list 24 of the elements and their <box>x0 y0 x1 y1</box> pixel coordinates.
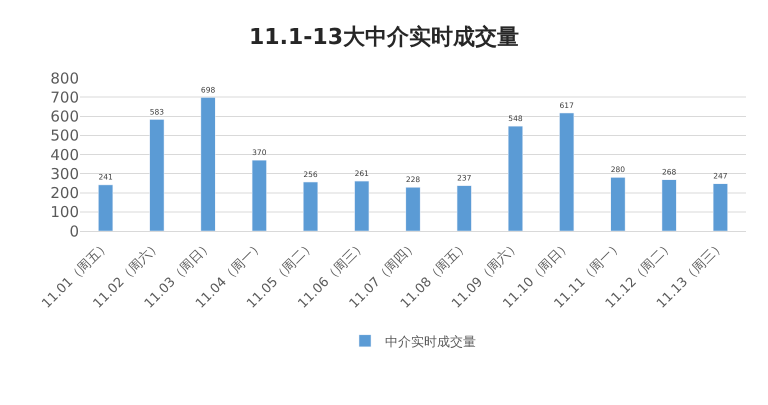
y-tick-label: 100 <box>50 203 79 222</box>
bar <box>200 97 216 231</box>
bar <box>559 112 574 231</box>
bar <box>406 187 420 231</box>
bar <box>662 180 677 231</box>
bar <box>354 180 370 231</box>
bar <box>149 119 164 231</box>
y-tick-label: 700 <box>50 88 79 106</box>
y-tick-label: 200 <box>50 184 79 202</box>
bar <box>456 185 472 231</box>
y-tick-label: 0 <box>69 222 79 240</box>
bar <box>252 160 267 231</box>
bar <box>712 184 728 231</box>
bar <box>98 184 114 231</box>
bar <box>508 126 523 231</box>
bar <box>610 177 626 231</box>
bar <box>303 182 318 231</box>
y-tick-label: 500 <box>50 126 79 145</box>
y-tick-label: 800 <box>50 69 79 88</box>
y-tick-label: 300 <box>50 164 79 183</box>
y-tick-label: 600 <box>50 108 79 126</box>
y-tick-label: 400 <box>50 146 79 164</box>
legend-label: 中介实时成交量 <box>385 334 476 350</box>
chart-title: 11.1-13大中介实时成交量 <box>248 24 520 50</box>
